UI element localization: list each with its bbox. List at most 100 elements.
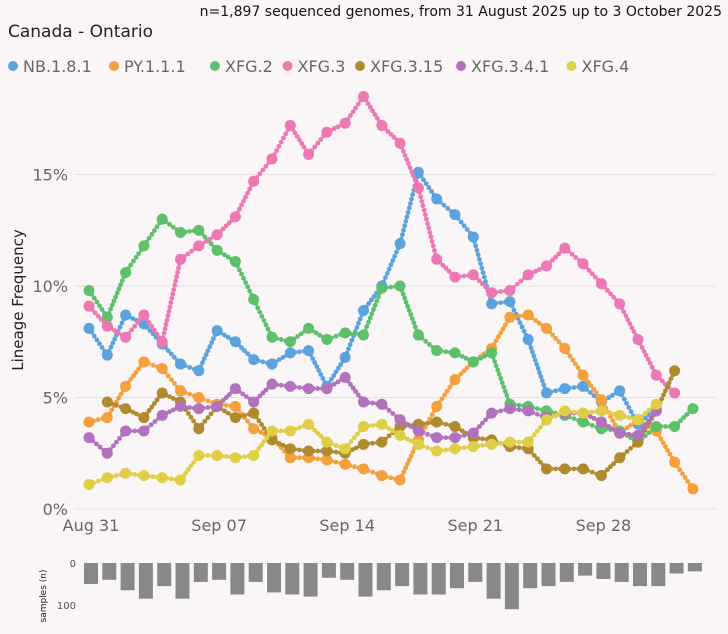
data-point [595,394,607,406]
series-dot [223,395,229,400]
data-point [156,363,168,375]
data-point [431,253,443,265]
series-dot [98,317,104,322]
data-point [339,443,351,455]
series-dot [427,230,433,235]
series-dot [628,422,634,428]
series-dot [409,196,414,202]
series-dot [225,410,231,416]
series-dot [645,356,651,362]
y-tick-label: 10% [32,277,68,296]
data-point [467,231,479,243]
series-dot [170,395,176,401]
series-dot [239,202,244,208]
data-point [376,418,388,430]
series-dot [225,254,231,260]
data-point [650,420,662,432]
data-point [559,342,571,354]
series-dot [643,422,649,428]
series-dot [263,387,269,393]
series-dot [365,101,371,107]
series-dot [245,351,251,357]
series-dot [605,467,610,473]
series-dot [301,144,307,150]
series-dot [464,365,470,371]
series-dot [109,302,115,308]
series-dot [257,393,263,399]
series-dot [443,421,449,427]
series-dot [677,467,683,473]
series-dot [242,348,247,354]
series-dot [493,338,499,344]
legend-marker-xfg-3-15 [355,61,365,71]
series-dot [154,331,160,337]
series-dot [223,454,229,459]
series-dot [132,472,138,477]
data-point [138,356,150,368]
series-dot [623,313,629,319]
data-point [522,309,534,321]
data-point [101,349,113,361]
series-dot [370,469,376,475]
series-dot [371,307,376,312]
series-dot [556,251,562,257]
data-point [449,209,461,221]
samples-bar [395,563,410,587]
series-dot [539,378,545,384]
series-dot [403,465,408,471]
series-dot [649,364,655,370]
series-dot [260,390,266,396]
series-dot [176,265,181,271]
series-xfg-3 [83,90,681,399]
data-point [632,429,644,441]
data-point [229,211,241,223]
data-point [248,293,260,305]
series-dot [350,109,356,115]
x-tick-label: Sep 21 [447,516,503,535]
series-dot [477,278,482,284]
series-dot [408,438,414,444]
series-dot [665,448,671,453]
samples-bar [193,563,208,582]
series-dot [498,376,504,381]
x-tick-label: Sep 28 [576,516,632,535]
data-point [266,331,278,343]
data-point [175,474,186,486]
series-dot [351,435,357,441]
series-dot [534,411,540,417]
data-point [156,472,168,484]
series-dot [411,320,417,326]
series-dot [372,302,378,308]
series-dot [461,273,467,279]
series-dot [333,369,339,375]
series-dot [666,380,672,386]
series-dot [386,408,392,413]
series-dot [169,295,175,301]
series-dot [261,439,267,444]
series-dot [626,415,632,420]
data-point [467,269,479,281]
data-point [229,400,241,412]
samples-bar [450,563,464,589]
series-dot [162,326,168,332]
series-dot [243,280,248,285]
series-dot [367,104,373,110]
series-dot [260,359,266,365]
data-point [504,284,516,296]
data-point [229,412,241,424]
series-dot [297,447,302,453]
series-dot [567,353,573,359]
series-dot [498,330,504,336]
legend-marker-xfg-2 [210,61,220,71]
data-point [303,148,315,160]
series-dot [315,140,321,146]
series-dot [400,291,406,297]
series-dot [646,418,651,424]
series-dot [608,464,613,470]
series-dot [136,251,142,256]
y-tick-label: 0% [43,500,68,519]
series-dot [338,362,344,368]
data-point [193,449,205,461]
series-xfg-2 [83,213,699,448]
samples-bar [596,563,611,579]
